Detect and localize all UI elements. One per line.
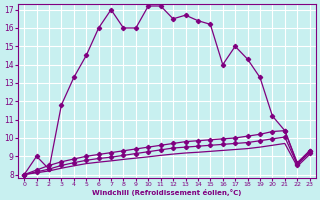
X-axis label: Windchill (Refroidissement éolien,°C): Windchill (Refroidissement éolien,°C) [92, 189, 242, 196]
